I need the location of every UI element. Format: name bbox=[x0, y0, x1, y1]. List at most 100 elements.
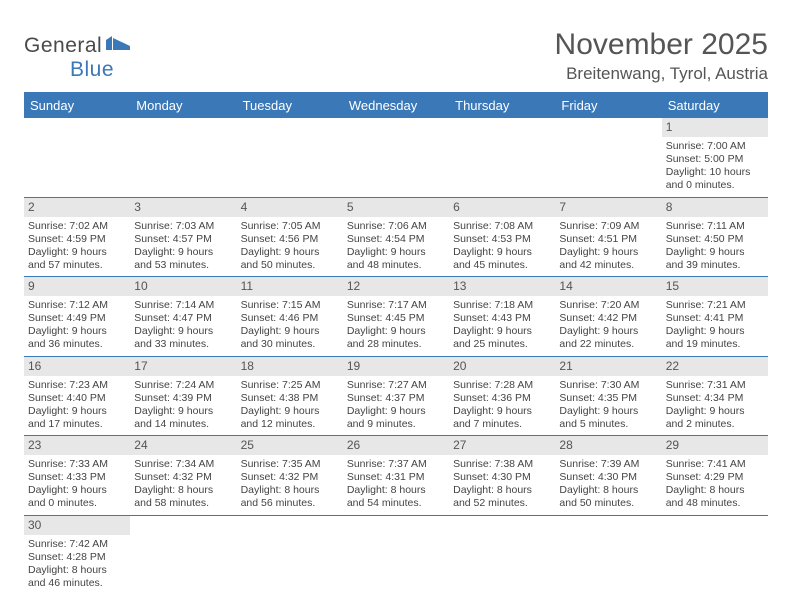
day-number: 12 bbox=[343, 277, 449, 296]
sunrise-text: Sunrise: 7:42 AM bbox=[28, 538, 126, 551]
daylight-text: Daylight: 8 hours and 54 minutes. bbox=[347, 484, 445, 510]
daylight-text: Daylight: 9 hours and 36 minutes. bbox=[28, 325, 126, 351]
sunset-text: Sunset: 4:29 PM bbox=[666, 471, 764, 484]
day-body: Sunrise: 7:08 AMSunset: 4:53 PMDaylight:… bbox=[449, 217, 555, 277]
sunset-text: Sunset: 5:00 PM bbox=[666, 153, 764, 166]
day-cell bbox=[555, 118, 661, 197]
day-cell: 1Sunrise: 7:00 AMSunset: 5:00 PMDaylight… bbox=[662, 118, 768, 197]
daylight-text: Daylight: 9 hours and 48 minutes. bbox=[347, 246, 445, 272]
sunrise-text: Sunrise: 7:11 AM bbox=[666, 220, 764, 233]
day-body: Sunrise: 7:27 AMSunset: 4:37 PMDaylight:… bbox=[343, 376, 449, 436]
sunrise-text: Sunrise: 7:35 AM bbox=[241, 458, 339, 471]
logo: General Blue bbox=[24, 28, 132, 82]
day-body: Sunrise: 7:37 AMSunset: 4:31 PMDaylight:… bbox=[343, 455, 449, 515]
day-number bbox=[662, 516, 768, 534]
day-cell bbox=[343, 118, 449, 197]
week-row: 2Sunrise: 7:02 AMSunset: 4:59 PMDaylight… bbox=[24, 198, 768, 278]
day-cell: 12Sunrise: 7:17 AMSunset: 4:45 PMDayligh… bbox=[343, 277, 449, 356]
day-cell: 5Sunrise: 7:06 AMSunset: 4:54 PMDaylight… bbox=[343, 198, 449, 277]
title-block: November 2025 Breitenwang, Tyrol, Austri… bbox=[555, 28, 768, 84]
location: Breitenwang, Tyrol, Austria bbox=[555, 64, 768, 84]
sunrise-text: Sunrise: 7:14 AM bbox=[134, 299, 232, 312]
daylight-text: Daylight: 8 hours and 50 minutes. bbox=[559, 484, 657, 510]
day-cell: 14Sunrise: 7:20 AMSunset: 4:42 PMDayligh… bbox=[555, 277, 661, 356]
day-body: Sunrise: 7:03 AMSunset: 4:57 PMDaylight:… bbox=[130, 217, 236, 277]
calendar: Sunday Monday Tuesday Wednesday Thursday… bbox=[24, 92, 768, 594]
day-number: 3 bbox=[130, 198, 236, 217]
day-number bbox=[130, 516, 236, 534]
day-number: 15 bbox=[662, 277, 768, 296]
daylight-text: Daylight: 9 hours and 30 minutes. bbox=[241, 325, 339, 351]
sunrise-text: Sunrise: 7:21 AM bbox=[666, 299, 764, 312]
day-cell: 18Sunrise: 7:25 AMSunset: 4:38 PMDayligh… bbox=[237, 357, 343, 436]
logo-text: General Blue bbox=[24, 34, 132, 82]
sunset-text: Sunset: 4:43 PM bbox=[453, 312, 551, 325]
day-cell bbox=[237, 118, 343, 197]
daylight-text: Daylight: 9 hours and 2 minutes. bbox=[666, 405, 764, 431]
daylight-text: Daylight: 9 hours and 9 minutes. bbox=[347, 405, 445, 431]
daylight-text: Daylight: 9 hours and 53 minutes. bbox=[134, 246, 232, 272]
day-cell: 11Sunrise: 7:15 AMSunset: 4:46 PMDayligh… bbox=[237, 277, 343, 356]
day-number: 27 bbox=[449, 436, 555, 455]
sunrise-text: Sunrise: 7:34 AM bbox=[134, 458, 232, 471]
sunrise-text: Sunrise: 7:08 AM bbox=[453, 220, 551, 233]
sunset-text: Sunset: 4:51 PM bbox=[559, 233, 657, 246]
day-number bbox=[130, 118, 236, 136]
day-cell bbox=[130, 118, 236, 197]
dayhead-tue: Tuesday bbox=[237, 94, 343, 118]
dayhead-thu: Thursday bbox=[449, 94, 555, 118]
day-cell: 8Sunrise: 7:11 AMSunset: 4:50 PMDaylight… bbox=[662, 198, 768, 277]
day-body: Sunrise: 7:23 AMSunset: 4:40 PMDaylight:… bbox=[24, 376, 130, 436]
day-number bbox=[237, 118, 343, 136]
sunset-text: Sunset: 4:38 PM bbox=[241, 392, 339, 405]
daylight-text: Daylight: 9 hours and 39 minutes. bbox=[666, 246, 764, 272]
header: General Blue November 2025 Breitenwang, … bbox=[24, 28, 768, 84]
sunrise-text: Sunrise: 7:30 AM bbox=[559, 379, 657, 392]
day-body: Sunrise: 7:14 AMSunset: 4:47 PMDaylight:… bbox=[130, 296, 236, 356]
sunrise-text: Sunrise: 7:25 AM bbox=[241, 379, 339, 392]
day-number bbox=[555, 118, 661, 136]
week-row: 1Sunrise: 7:00 AMSunset: 5:00 PMDaylight… bbox=[24, 118, 768, 198]
daylight-text: Daylight: 8 hours and 46 minutes. bbox=[28, 564, 126, 590]
day-cell bbox=[237, 516, 343, 595]
dayhead-mon: Monday bbox=[130, 94, 236, 118]
daylight-text: Daylight: 9 hours and 57 minutes. bbox=[28, 246, 126, 272]
logo-word-1: General bbox=[24, 34, 102, 57]
sunset-text: Sunset: 4:41 PM bbox=[666, 312, 764, 325]
sunrise-text: Sunrise: 7:38 AM bbox=[453, 458, 551, 471]
sunset-text: Sunset: 4:33 PM bbox=[28, 471, 126, 484]
day-body: Sunrise: 7:15 AMSunset: 4:46 PMDaylight:… bbox=[237, 296, 343, 356]
day-cell bbox=[24, 118, 130, 197]
day-number: 20 bbox=[449, 357, 555, 376]
daylight-text: Daylight: 8 hours and 52 minutes. bbox=[453, 484, 551, 510]
sunrise-text: Sunrise: 7:39 AM bbox=[559, 458, 657, 471]
day-cell: 27Sunrise: 7:38 AMSunset: 4:30 PMDayligh… bbox=[449, 436, 555, 515]
sunrise-text: Sunrise: 7:33 AM bbox=[28, 458, 126, 471]
day-body: Sunrise: 7:17 AMSunset: 4:45 PMDaylight:… bbox=[343, 296, 449, 356]
sunset-text: Sunset: 4:42 PM bbox=[559, 312, 657, 325]
day-number: 17 bbox=[130, 357, 236, 376]
sunrise-text: Sunrise: 7:23 AM bbox=[28, 379, 126, 392]
day-body: Sunrise: 7:09 AMSunset: 4:51 PMDaylight:… bbox=[555, 217, 661, 277]
sunrise-text: Sunrise: 7:18 AM bbox=[453, 299, 551, 312]
daylight-text: Daylight: 8 hours and 48 minutes. bbox=[666, 484, 764, 510]
day-number: 1 bbox=[662, 118, 768, 137]
day-body: Sunrise: 7:28 AMSunset: 4:36 PMDaylight:… bbox=[449, 376, 555, 436]
sunrise-text: Sunrise: 7:28 AM bbox=[453, 379, 551, 392]
day-cell: 6Sunrise: 7:08 AMSunset: 4:53 PMDaylight… bbox=[449, 198, 555, 277]
sunrise-text: Sunrise: 7:24 AM bbox=[134, 379, 232, 392]
month-title: November 2025 bbox=[555, 28, 768, 62]
sunset-text: Sunset: 4:30 PM bbox=[559, 471, 657, 484]
sunset-text: Sunset: 4:47 PM bbox=[134, 312, 232, 325]
logo-word-2: Blue bbox=[70, 58, 114, 82]
day-number: 13 bbox=[449, 277, 555, 296]
day-number bbox=[449, 516, 555, 534]
day-body: Sunrise: 7:06 AMSunset: 4:54 PMDaylight:… bbox=[343, 217, 449, 277]
daylight-text: Daylight: 9 hours and 7 minutes. bbox=[453, 405, 551, 431]
daylight-text: Daylight: 9 hours and 14 minutes. bbox=[134, 405, 232, 431]
day-cell: 15Sunrise: 7:21 AMSunset: 4:41 PMDayligh… bbox=[662, 277, 768, 356]
sunrise-text: Sunrise: 7:06 AM bbox=[347, 220, 445, 233]
sunset-text: Sunset: 4:45 PM bbox=[347, 312, 445, 325]
daylight-text: Daylight: 9 hours and 12 minutes. bbox=[241, 405, 339, 431]
day-cell: 3Sunrise: 7:03 AMSunset: 4:57 PMDaylight… bbox=[130, 198, 236, 277]
